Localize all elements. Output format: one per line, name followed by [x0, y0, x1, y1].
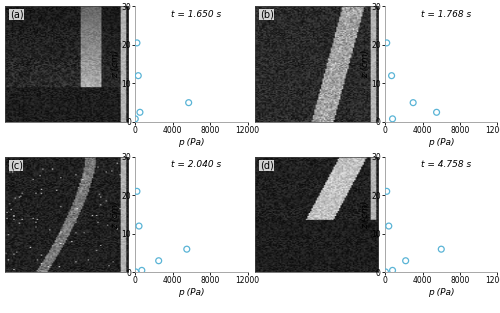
Point	[432, 110, 440, 115]
Text: (c): (c)	[10, 160, 23, 170]
Point	[132, 269, 140, 275]
X-axis label: p (Pa): p (Pa)	[178, 138, 204, 147]
X-axis label: p (Pa): p (Pa)	[428, 288, 454, 297]
Point	[382, 40, 390, 45]
Y-axis label: z (cm): z (cm)	[360, 200, 370, 229]
Point	[183, 247, 191, 252]
Text: t = 1.650 s: t = 1.650 s	[171, 10, 222, 19]
Text: t = 1.768 s: t = 1.768 s	[421, 10, 472, 19]
Point	[133, 40, 141, 45]
Point	[385, 223, 393, 228]
Point	[154, 258, 162, 263]
Text: (d): (d)	[260, 160, 274, 170]
X-axis label: p (Pa): p (Pa)	[428, 138, 454, 147]
Point	[388, 116, 396, 121]
Point	[138, 268, 146, 273]
Point	[132, 116, 140, 121]
Y-axis label: z (cm): z (cm)	[360, 50, 370, 78]
X-axis label: p (Pa): p (Pa)	[178, 288, 204, 297]
Point	[134, 73, 142, 78]
Text: t = 4.758 s: t = 4.758 s	[421, 160, 472, 169]
Point	[388, 73, 396, 78]
Point	[133, 189, 141, 194]
Point	[382, 189, 390, 194]
Y-axis label: z (cm): z (cm)	[111, 50, 120, 78]
Y-axis label: z (cm): z (cm)	[111, 200, 120, 229]
Point	[388, 268, 396, 273]
Text: t = 2.040 s: t = 2.040 s	[171, 160, 222, 169]
Point	[402, 258, 409, 263]
Point	[409, 100, 417, 105]
Point	[135, 223, 143, 228]
Text: (a): (a)	[10, 10, 24, 20]
Point	[184, 100, 192, 105]
Point	[438, 247, 446, 252]
Point	[382, 269, 390, 275]
Text: (b): (b)	[260, 10, 274, 20]
Point	[136, 110, 144, 115]
